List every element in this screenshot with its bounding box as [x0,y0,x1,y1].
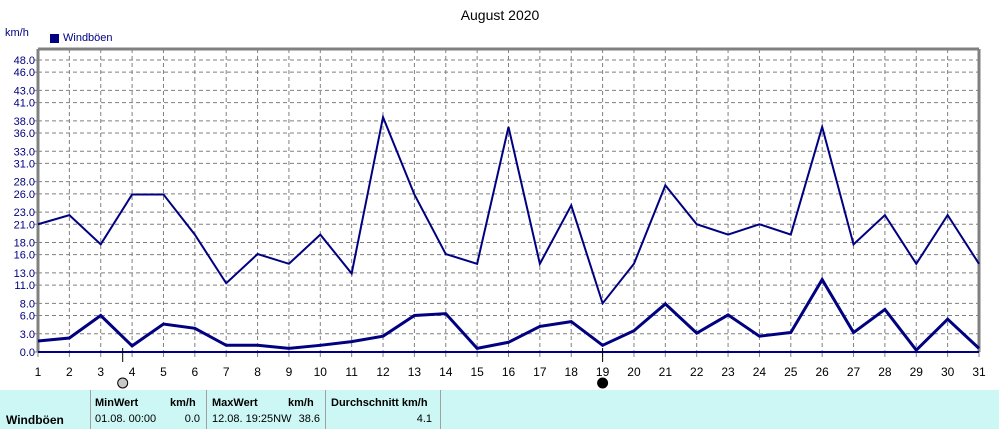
x-tick-label: 11 [345,365,358,379]
y-tick-label: 18.0 [14,238,35,250]
max-unit: km/h [288,397,314,409]
y-tick-label: 31.0 [14,158,35,170]
line-chart: 0.0 3.0 6.08.0 11.013.0 16.018.0 21.023.0 26.0… [14,47,986,389]
x-tick-label: 20 [627,365,641,379]
x-tick-label: 26 [815,365,829,379]
x-tick-label: 5 [160,365,167,379]
y-tick-label: 43.0 [14,85,35,97]
y-tick-label: 21.0 [14,219,35,231]
x-tick-label: 16 [502,365,516,379]
x-tick-label: 21 [659,365,673,379]
y-tick-label: 3.0 [20,329,35,341]
y-axis-unit-label: km/h [5,27,29,39]
x-tick-label: 12 [376,365,390,379]
chart-title: August 2020 [460,7,540,23]
y-tick-label: 41.0 [14,98,35,110]
y-tick-label: 38.0 [14,116,35,128]
avg-header: Durchschnitt km/h [331,397,428,409]
y-tick-label: 13.0 [14,268,35,280]
y-tick-label: 23.0 [14,207,35,219]
x-tick-label: 18 [565,365,579,379]
y-tick-label: 46.0 [14,67,35,79]
x-tick-label: 9 [286,365,293,379]
divider [325,390,326,429]
y-tick-label: 26.0 [14,189,35,201]
max-value: 38.6 [298,413,320,425]
x-tick-label: 22 [690,365,704,379]
series-line [37,113,980,306]
legend: Windböen [50,32,113,44]
legend-label: Windböen [63,32,113,44]
x-tick-label: 1 [35,365,42,379]
x-tick-label: 4 [129,365,136,379]
x-tick-label: 8 [254,365,261,379]
x-tick-label: 17 [533,365,547,379]
y-tick-label: 28.0 [14,177,35,189]
avg-value: 4.1 [416,413,432,425]
stats-table: Windböen MinWert km/h 01.08. 00:00 0.0 M… [0,390,999,429]
x-tick-label: 25 [784,365,798,379]
x-tick-label: 27 [847,365,861,379]
divider [440,390,441,429]
x-tick-label: 23 [721,365,735,379]
series-line [37,276,981,353]
y-tick-label: 0.0 [20,347,35,359]
x-tick-label: 13 [408,365,422,379]
x-tick-label: 14 [439,365,453,379]
y-tick-label: 8.0 [20,298,35,310]
x-tick-label: 28 [878,365,892,379]
x-tick-label: 6 [191,365,198,379]
divider [206,390,207,429]
new-moon-icon [597,377,609,389]
stats-row-label: Windböen [6,413,64,427]
x-tick-label: 29 [910,365,924,379]
min-header: MinWert [95,397,139,409]
x-tick-label: 2 [66,365,73,379]
x-tick-label: 19 [596,365,610,379]
full-moon-icon [117,377,129,389]
y-tick-label: 11.0 [14,280,35,292]
legend-swatch-icon [50,33,59,43]
x-tick-label: 7 [223,365,230,379]
min-time: 01.08. 00:00 [95,413,157,425]
y-tick-label: 6.0 [20,311,35,323]
x-tick-label: 15 [470,365,484,379]
y-tick-label: 48.0 [14,55,35,67]
y-tick-label: 33.0 [14,146,35,158]
min-unit: km/h [170,397,196,409]
max-time: 12.08. 19:25NW [212,413,292,425]
x-tick-label: 24 [753,365,767,379]
min-value: 0.0 [184,413,200,425]
x-tick-label: 3 [97,365,104,379]
y-tick-label: 36.0 [14,128,35,140]
x-tick-label: 31 [972,365,986,379]
x-tick-label: 10 [314,365,328,379]
y-tick-label: 16.0 [14,250,35,262]
divider [90,390,91,429]
max-header: MaxWert [212,397,258,409]
x-tick-label: 30 [941,365,955,379]
